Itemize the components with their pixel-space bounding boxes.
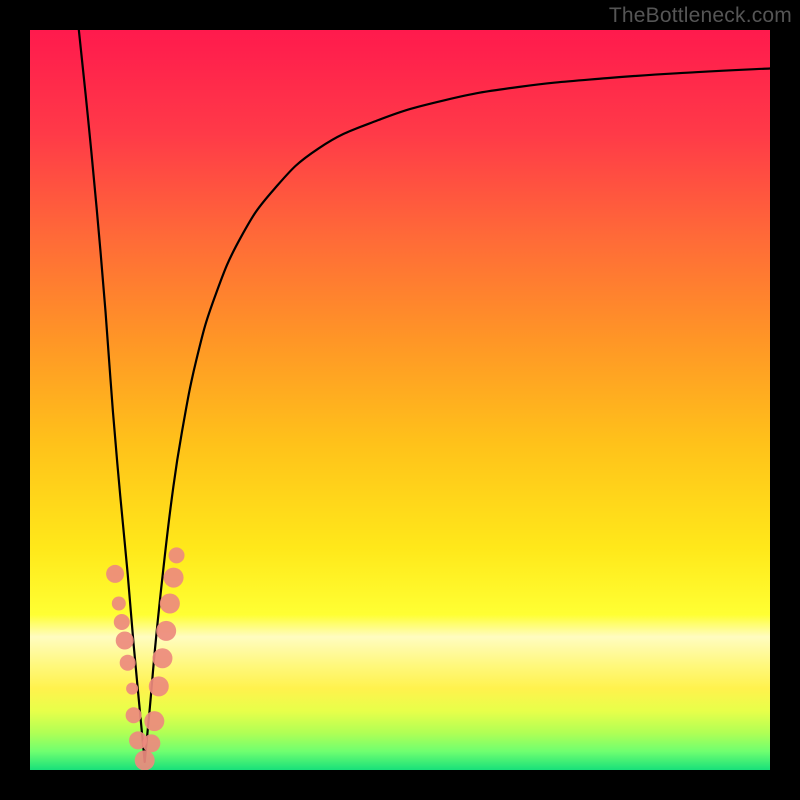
data-marker: [144, 711, 164, 731]
data-marker: [164, 568, 184, 588]
chart-stage: TheBottleneck.com: [0, 0, 800, 800]
plot-background: [30, 30, 770, 770]
data-marker: [135, 750, 155, 770]
data-marker: [160, 594, 180, 614]
data-marker: [120, 655, 136, 671]
watermark-text: TheBottleneck.com: [609, 4, 792, 28]
data-marker: [112, 597, 126, 611]
data-marker: [152, 648, 172, 668]
data-marker: [106, 565, 124, 583]
data-marker: [126, 707, 142, 723]
bottleneck-chart: [0, 0, 800, 800]
data-marker: [156, 621, 176, 641]
data-marker: [126, 683, 138, 695]
data-marker: [169, 547, 185, 563]
data-marker: [149, 676, 169, 696]
data-marker: [114, 614, 130, 630]
data-marker: [116, 632, 134, 650]
data-marker: [142, 734, 160, 752]
